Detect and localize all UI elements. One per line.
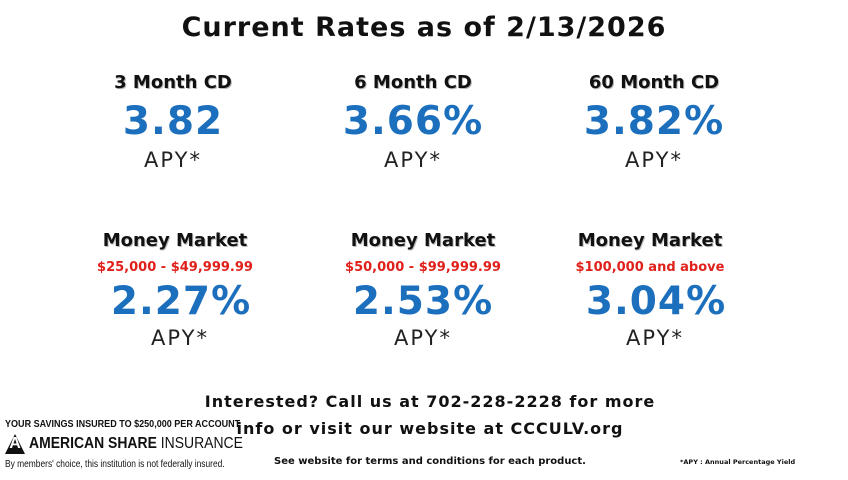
apy-label: APY* [144, 148, 202, 172]
rate-card-6-month-cd: 6 Month CD 3.66% APY* [283, 72, 543, 172]
terms-notice: See website for terms and conditions for… [274, 456, 586, 467]
product-name: Money Market [577, 230, 723, 251]
rate-card-money-market-tier-2: Money Market $50,000 - $99,999.99 2.53% … [293, 230, 553, 350]
rate-card-money-market-tier-1: Money Market $25,000 - $49,999.99 2.27% … [45, 230, 305, 350]
product-name: Money Market [102, 230, 248, 251]
contact-line-phone: Interested? Call us at 702-228-2228 for … [204, 392, 656, 411]
contact-info: Interested? Call us at 702-228-2228 for … [200, 388, 660, 442]
insurance-logo: A AMERICAN SHARE INSURANCE [5, 433, 267, 455]
product-name: 6 Month CD [354, 72, 472, 93]
rate-value: 3.04% [585, 279, 727, 324]
rate-value: 2.53% [352, 279, 494, 324]
contact-line-website: info or visit our website at CCCULV.org [236, 419, 624, 438]
product-name: 3 Month CD [114, 72, 232, 93]
insurance-disclaimer: By members' choice, this institution is … [5, 459, 225, 470]
tier-range: $100,000 and above [575, 260, 725, 275]
page-title: Current Rates as of 2/13/2026 [181, 12, 667, 43]
rate-card-money-market-tier-3: Money Market $100,000 and above 3.04% AP… [520, 230, 780, 350]
rate-value: 3.82% [583, 99, 725, 144]
apy-label: APY* [625, 148, 683, 172]
american-share-logo-icon: A [5, 434, 25, 454]
apy-label: APY* [151, 326, 209, 350]
product-name: 60 Month CD [588, 72, 720, 93]
tier-range: $25,000 - $49,999.99 [97, 260, 253, 275]
insurance-brand-light: INSURANCE [156, 435, 243, 452]
insurance-brand-bold: AMERICAN SHARE [29, 435, 157, 452]
rate-value: 2.27% [110, 279, 252, 324]
product-name: Money Market [350, 230, 496, 251]
insurance-coverage-text: YOUR SAVINGS INSURED TO $250,000 PER ACC… [5, 418, 241, 430]
rate-card-3-month-cd: 3 Month CD 3.82 APY* [43, 72, 303, 172]
apy-label: APY* [394, 326, 452, 350]
tier-range: $50,000 - $99,999.99 [345, 260, 501, 275]
rate-value: 3.66% [342, 99, 484, 144]
insurance-brand-name: AMERICAN SHARE INSURANCE [29, 435, 243, 453]
apy-label: APY* [626, 326, 684, 350]
apy-footnote: *APY : Annual Percentage Yield [680, 458, 796, 466]
apy-label: APY* [384, 148, 442, 172]
rate-card-60-month-cd: 60 Month CD 3.82% APY* [524, 72, 784, 172]
rate-value: 3.82 [122, 99, 224, 144]
